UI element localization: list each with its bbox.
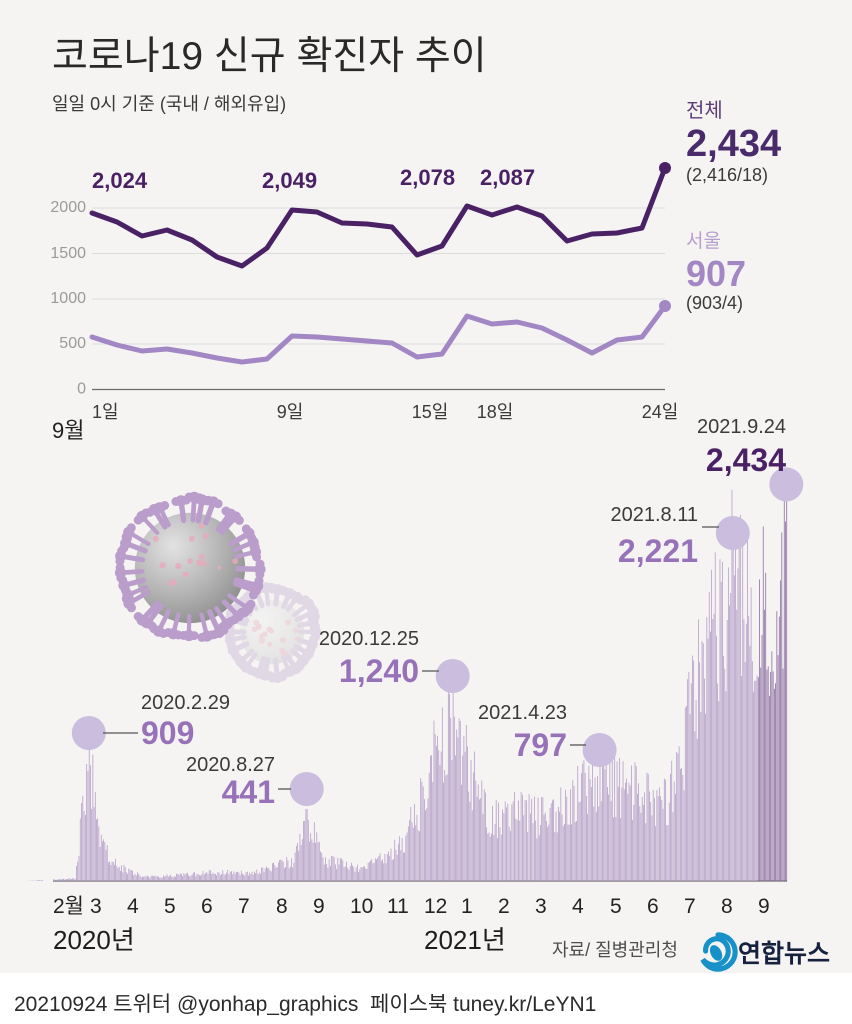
svg-text:2월: 2월 [53,895,84,918]
svg-text:9: 9 [313,895,325,918]
svg-text:3: 3 [535,895,547,918]
svg-text:7: 7 [684,895,696,918]
svg-text:2021.4.23: 2021.4.23 [478,702,567,724]
svg-text:6: 6 [201,895,213,918]
svg-text:2: 2 [498,895,510,918]
svg-text:909: 909 [141,715,194,751]
svg-text:2020.2.29: 2020.2.29 [141,692,230,714]
svg-text:5: 5 [164,895,176,918]
svg-text:5: 5 [610,895,622,918]
svg-text:10: 10 [350,895,373,918]
svg-text:4: 4 [127,895,139,918]
svg-text:7: 7 [238,895,250,918]
svg-text:6: 6 [647,895,659,918]
svg-text:8: 8 [276,895,288,918]
svg-text:4: 4 [572,895,584,918]
svg-text:2,434: 2,434 [706,442,786,478]
svg-text:2020.8.27: 2020.8.27 [186,754,275,776]
svg-text:2020.12.25: 2020.12.25 [319,628,419,650]
svg-text:3: 3 [90,895,102,918]
svg-text:2020년: 2020년 [53,925,135,955]
svg-text:2021년: 2021년 [424,925,506,955]
svg-text:797: 797 [514,727,567,763]
svg-text:12: 12 [424,895,447,918]
svg-text:2021.9.24: 2021.9.24 [697,416,786,438]
svg-text:2,221: 2,221 [618,533,698,569]
svg-text:2021.8.11: 2021.8.11 [611,504,699,526]
svg-text:11: 11 [387,895,409,918]
svg-text:441: 441 [222,774,275,810]
svg-text:9: 9 [758,895,770,918]
svg-text:1,240: 1,240 [339,653,419,689]
svg-text:1: 1 [461,895,473,918]
svg-text:8: 8 [721,895,733,918]
